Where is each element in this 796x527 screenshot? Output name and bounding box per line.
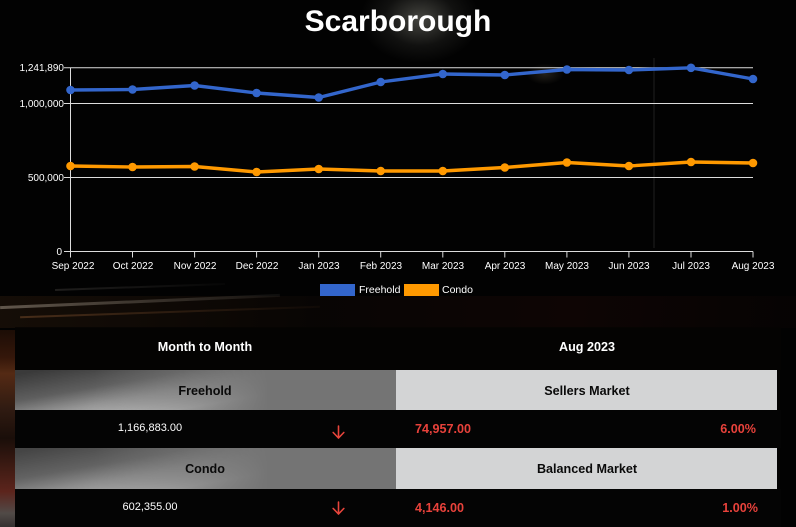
svg-text:Mar 2023: Mar 2023 [422, 261, 465, 272]
svg-text:May 2023: May 2023 [545, 261, 589, 272]
svg-text:Apr 2023: Apr 2023 [485, 261, 526, 272]
svg-text:Jul 2023: Jul 2023 [672, 261, 710, 272]
svg-text:Jan 2023: Jan 2023 [298, 261, 340, 272]
svg-text:Oct 2022: Oct 2022 [113, 261, 154, 272]
svg-text:Aug 2023: Aug 2023 [732, 261, 775, 272]
svg-text:0: 0 [56, 247, 62, 258]
svg-text:1,000,000: 1,000,000 [20, 99, 65, 110]
svg-text:Feb 2023: Feb 2023 [360, 261, 403, 272]
svg-text:500,000: 500,000 [28, 173, 65, 184]
svg-text:Dec 2022: Dec 2022 [236, 261, 279, 272]
svg-text:Jun 2023: Jun 2023 [608, 261, 650, 272]
svg-text:Nov 2022: Nov 2022 [174, 261, 217, 272]
svg-text:Sep 2022: Sep 2022 [52, 261, 95, 272]
svg-text:1,241,890: 1,241,890 [20, 63, 65, 74]
